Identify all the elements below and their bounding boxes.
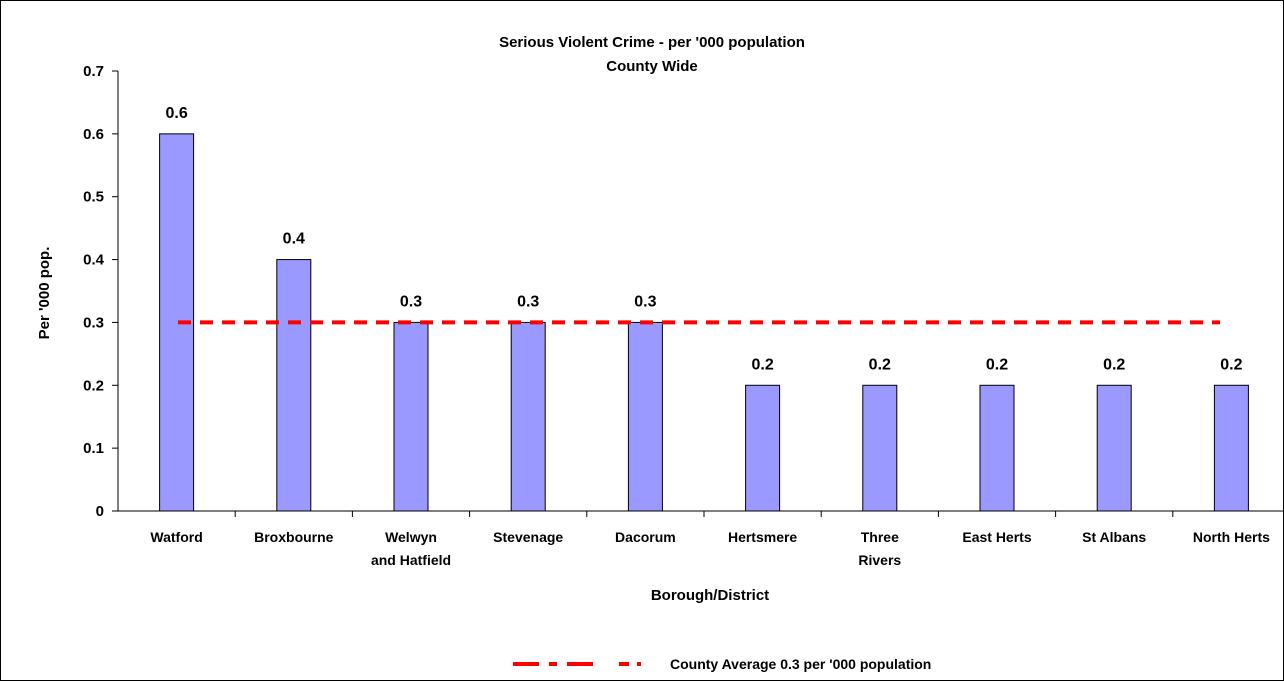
bar [393,321,429,512]
data-label: 0.3 [634,293,656,310]
data-label: 0.2 [986,356,1008,373]
bar [1096,384,1132,512]
category-label: Stevenage [493,529,563,545]
bar [979,384,1015,512]
chart-subtitle: County Wide [606,58,698,75]
category-label: Broxbourne [254,529,334,545]
data-label: 0.2 [869,356,891,373]
x-axis-label: Borough/District [651,587,769,604]
y-tick-label: 0.4 [83,252,105,269]
category-label: Hertsmere [728,529,797,545]
category-label: Watford [150,529,202,545]
y-tick-label: 0.5 [83,189,104,206]
bar [276,259,312,512]
y-axis-label: Per '000 pop. [36,247,53,340]
data-label: 0.6 [165,105,187,122]
bar [510,321,546,512]
chart-title: Serious Violent Crime - per '000 populat… [499,34,805,51]
data-label: 0.2 [1220,356,1242,373]
data-label: 0.4 [283,231,305,248]
category-label: Rivers [858,552,901,568]
data-label: 0.2 [751,356,773,373]
plot-area: 0 0.1 0.2 0.3 0.4 0.5 0.6 0.7 0.6 Watford 0.4 Broxb… [83,63,1284,568]
category-label: and Hatfield [371,552,451,568]
category-label: Dacorum [615,529,676,545]
bar [745,384,781,512]
category-label: North Herts [1193,529,1270,545]
bar [862,384,898,512]
y-tick-label: 0.1 [83,440,104,457]
category-label: Three [861,529,899,545]
category-label: St Albans [1082,529,1146,545]
y-tick-label: 0.6 [83,126,104,143]
data-label: 0.2 [1103,356,1125,373]
data-label: 0.3 [517,293,539,310]
data-label: 0.3 [400,293,422,310]
legend-label: County Average 0.3 per '000 population [670,656,931,672]
legend: County Average 0.3 per '000 population [513,656,931,672]
category-label: East Herts [962,529,1031,545]
y-tick-label: 0 [96,503,104,520]
y-tick-label: 0.3 [83,314,104,331]
y-tick-label: 0.2 [83,377,104,394]
y-tick-label: 0.7 [83,63,104,80]
bar [1213,384,1249,512]
category-label: Welwyn [385,529,437,545]
bar [627,321,663,512]
